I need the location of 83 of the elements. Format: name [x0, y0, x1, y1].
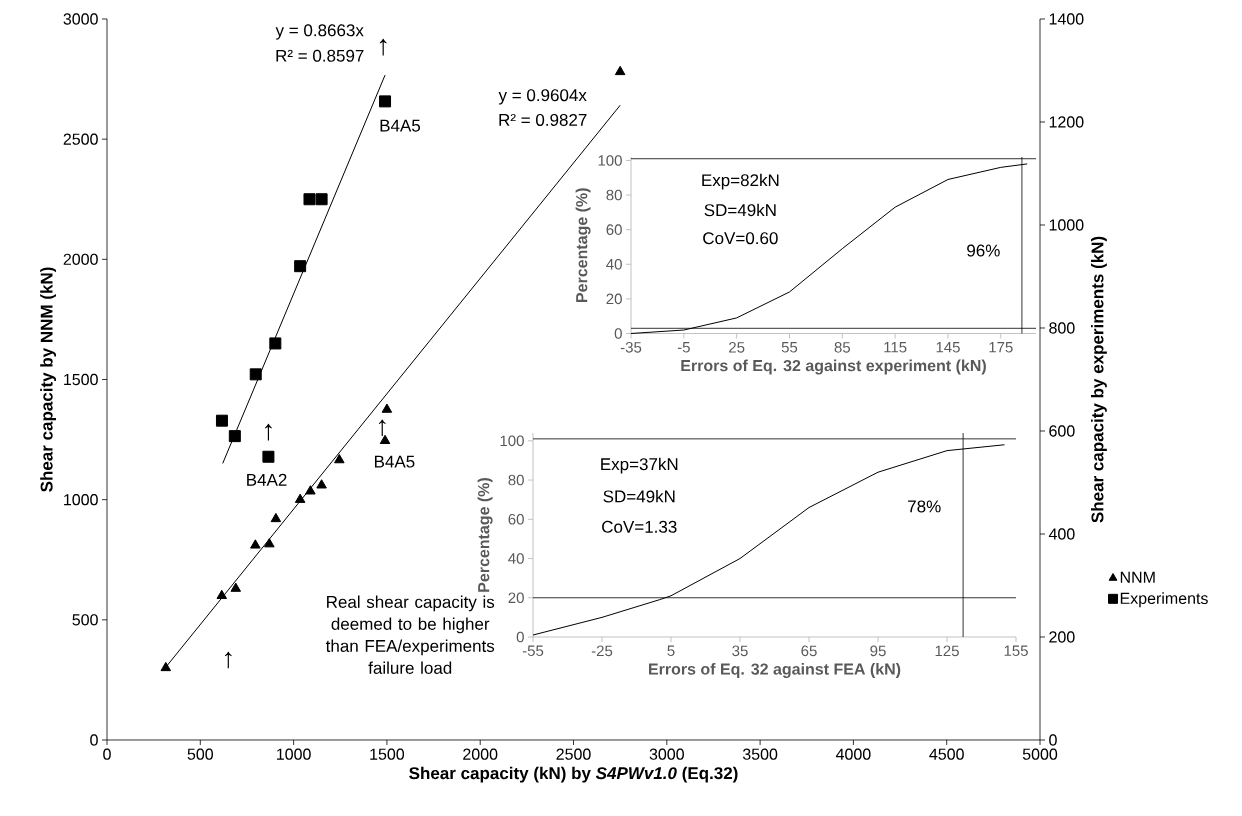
- annotation: B4A5: [380, 119, 421, 132]
- y2-tick-label: 400: [1048, 528, 1075, 540]
- y-tick-label: 100: [500, 435, 524, 447]
- x-tick-label: 55: [781, 342, 798, 353]
- x-tick-label: 115: [884, 342, 907, 353]
- x-tick-label: 2500: [556, 748, 591, 760]
- y-tick-label: 40: [508, 553, 524, 564]
- y-tick-label: 3000: [63, 13, 98, 25]
- annotation: Exp=82kN: [702, 173, 779, 190]
- y-tick-label: 2500: [63, 133, 98, 145]
- x-tick-label: 500: [187, 748, 214, 760]
- x-tick-label: 1500: [370, 748, 405, 760]
- y2-tick-label: 1400: [1049, 13, 1084, 25]
- x-tick-label: -35: [620, 342, 642, 353]
- y-axis-title: Percentage (%): [575, 188, 591, 302]
- y2-tick-label: 1000: [1049, 219, 1084, 231]
- y-tick-label: 500: [72, 614, 98, 626]
- y-tick-label: 80: [508, 474, 524, 486]
- y2-axis-title: Shear capacity by experiments (kN): [1091, 236, 1107, 523]
- x-tick-label: 25: [729, 342, 745, 353]
- annotation: 78%: [908, 500, 941, 513]
- y-tick-label: 2000: [63, 253, 98, 265]
- x-tick-label: 3000: [649, 748, 684, 760]
- y-tick-label: 20: [508, 592, 524, 604]
- y-tick-label: 1500: [64, 373, 98, 386]
- y2-tick-label: 800: [1049, 322, 1075, 334]
- x-tick-label: 65: [801, 645, 817, 657]
- x-tick-label: 95: [870, 645, 886, 657]
- annotation: R² = 0.8597: [276, 49, 364, 62]
- x-tick-label: -5: [677, 342, 690, 353]
- y-tick-label: 60: [508, 513, 524, 525]
- x-tick-label: 2000: [463, 748, 498, 760]
- x-tick-label: 155: [1004, 645, 1028, 656]
- x-tick-label: 4500: [929, 748, 964, 760]
- annotation: R² = 0.9827: [499, 113, 587, 126]
- annotation: 96%: [967, 244, 1000, 257]
- y2-tick-label: 1200: [1049, 116, 1084, 128]
- x-axis-title: Errors of Eq. 32 against experiment (kN): [681, 359, 986, 375]
- y-tick-label: 40: [606, 258, 622, 270]
- y-axis-title: Percentage (%): [477, 478, 493, 592]
- y2-tick-label: 600: [1049, 425, 1075, 437]
- annotation: y = 0.9604x: [498, 89, 587, 105]
- x-tick-label: 5: [667, 645, 675, 656]
- y-tick-label: 0: [614, 328, 622, 339]
- annotation: SD=49kN: [603, 489, 675, 503]
- annotation: SD=49kN: [704, 203, 776, 217]
- annotation: ↑: [379, 38, 387, 56]
- annotation: B4A5: [374, 455, 415, 468]
- y-tick-label: 60: [606, 224, 622, 235]
- legend-label: Experiments: [1120, 592, 1208, 608]
- annotation: Real shear capacity is deemed to be higher than FEA/experiments failure load: [325, 595, 495, 674]
- x-tick-label: 4000: [835, 748, 871, 760]
- annotation: ↑: [378, 419, 386, 437]
- x-tick-label: 125: [935, 645, 959, 657]
- annotation: CoV=0.60: [703, 232, 778, 245]
- x-tick-label: 5000: [1022, 748, 1058, 760]
- x-tick-label: 145: [936, 342, 960, 353]
- x-tick-label: 175: [989, 342, 1013, 353]
- y2-tick-label: 0: [1049, 734, 1057, 746]
- x-tick-label: -55: [522, 645, 544, 656]
- y-tick-label: 20: [606, 293, 622, 305]
- y-tick-label: 0: [90, 734, 98, 746]
- x-axis-title: Errors of Eq. 32 against FEA (kN): [649, 663, 901, 678]
- annotation: ↑: [265, 423, 272, 441]
- x-tick-label: 85: [834, 342, 851, 353]
- annotation: Exp=37kN: [601, 457, 678, 474]
- y-tick-label: 80: [606, 189, 622, 201]
- annotation: y = 0.8663x: [275, 24, 364, 40]
- x-tick-label: -25: [591, 645, 613, 657]
- annotation: ↑: [225, 651, 232, 669]
- legend-label: NNM: [1120, 571, 1155, 583]
- y2-tick-label: 200: [1049, 631, 1075, 643]
- x-tick-label: 3500: [742, 748, 778, 760]
- annotation: B4A2: [247, 473, 287, 486]
- x-axis-title: Shear capacity (kN) by S4PWv1.0 (Eq.32): [409, 766, 738, 783]
- x-tick-label: 35: [732, 645, 748, 657]
- y-axis-title: Shear capacity by NNM (kN): [40, 267, 57, 492]
- x-tick-label: 0: [103, 748, 111, 760]
- y-tick-label: 0: [516, 631, 524, 643]
- y-tick-label: 1000: [64, 494, 98, 506]
- x-tick-label: 1000: [277, 748, 311, 760]
- annotation: CoV=1.33: [602, 520, 677, 533]
- y-tick-label: 100: [598, 155, 622, 166]
